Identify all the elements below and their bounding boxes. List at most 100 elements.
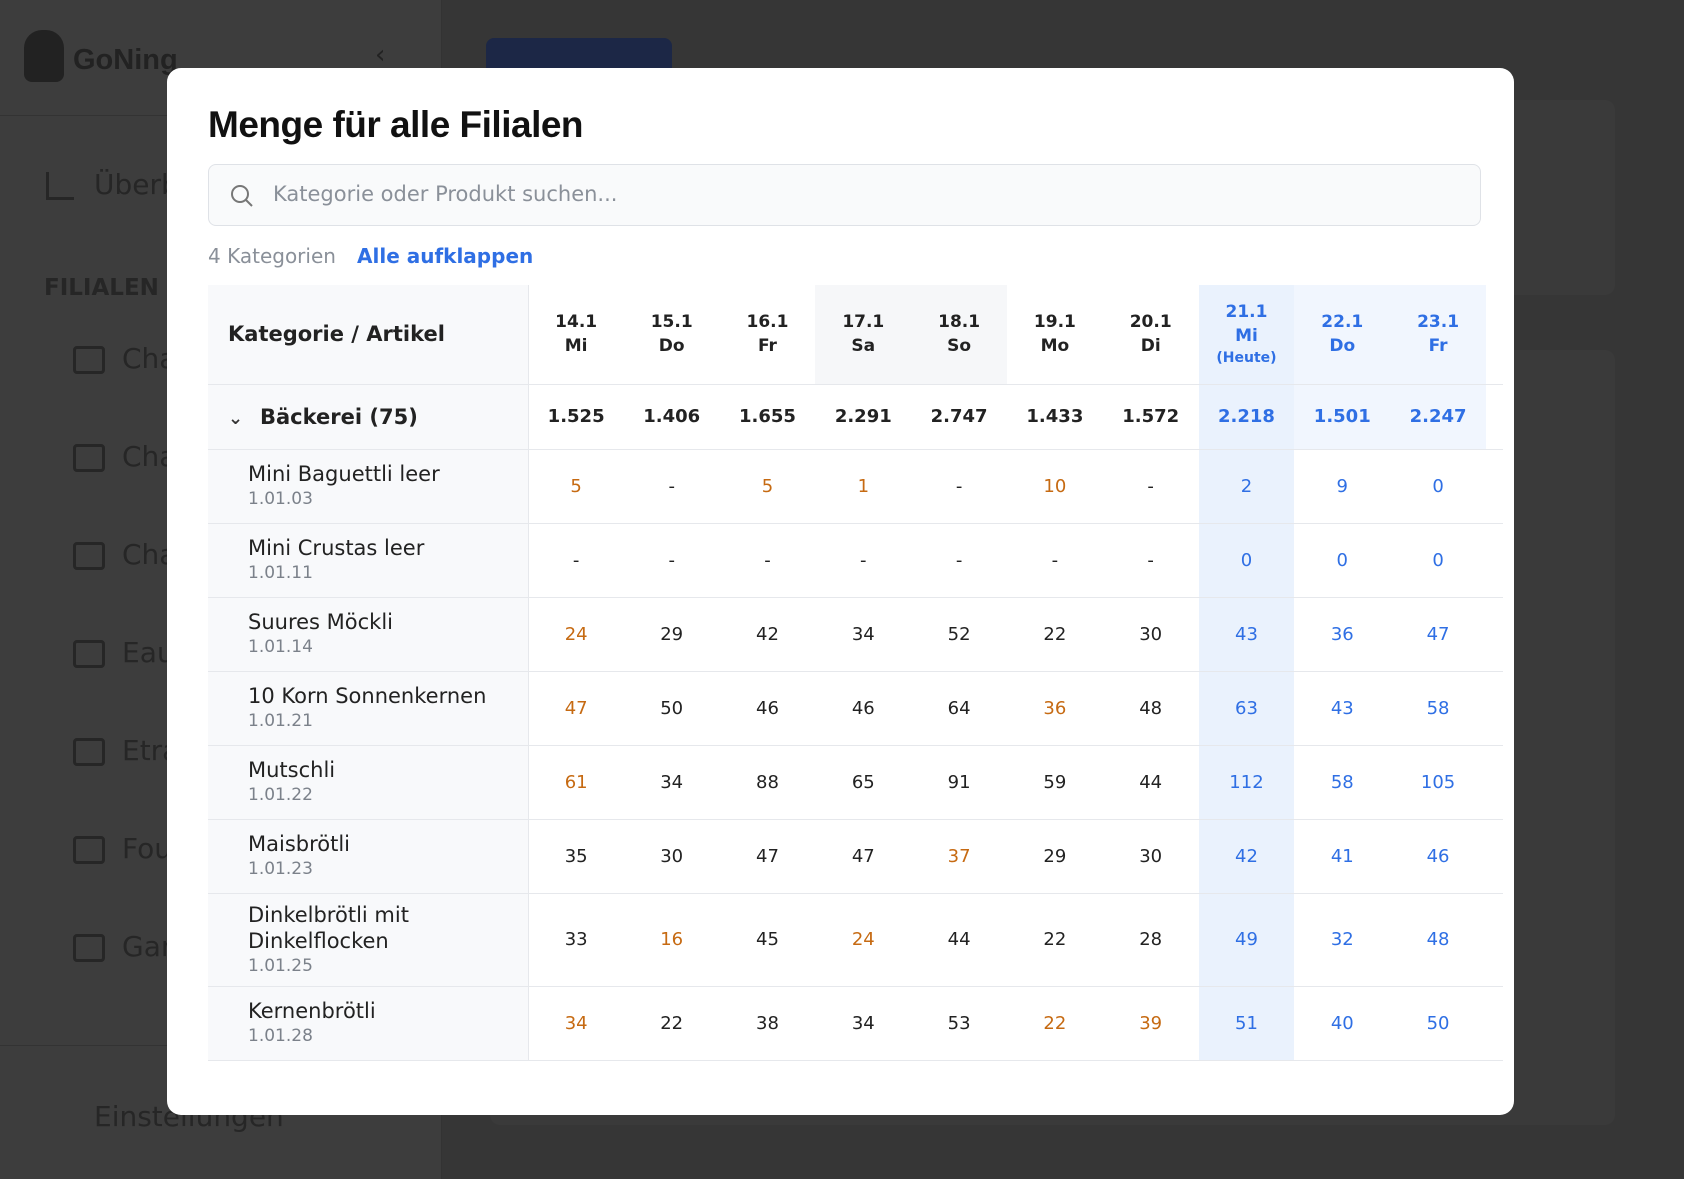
item-cell: Mini Baguettli leer 1.01.03 (208, 449, 529, 524)
item-name: Kernenbrötli (248, 999, 376, 1023)
date: 17.1 (842, 312, 885, 333)
date-header: 20.1 Di (1102, 285, 1199, 385)
filler (1485, 671, 1503, 746)
value-cell: 37 (911, 819, 1007, 894)
date: 21.1 (1225, 302, 1268, 323)
header-cell: Kategorie / Artikel (208, 285, 529, 385)
value-cell: 53 (911, 986, 1007, 1061)
day: Fr (1428, 336, 1448, 357)
value-cell: 34 (815, 986, 912, 1061)
date: 15.1 (650, 312, 693, 333)
expand-all-link[interactable]: Alle aufklappen (357, 244, 534, 268)
category-total: 1.655 (719, 384, 816, 450)
day: Mi (564, 336, 588, 357)
item-code: 1.01.21 (248, 711, 313, 731)
modal: Menge für alle Filialen Kategorie oder P… (167, 68, 1514, 1115)
date-header: 16.1 Fr (719, 285, 816, 385)
filler (1485, 523, 1503, 598)
header-row: Kategorie / Artikel 14.1 Mi 15.1 Do 16.1 Fr 17.… (208, 285, 1503, 385)
item-code: 1.01.28 (248, 1026, 313, 1046)
store-item[interactable]: Eau (122, 636, 175, 669)
item-name: Maisbrötli (248, 832, 351, 856)
value-cell: - (719, 523, 816, 598)
value-cell: 30 (623, 819, 720, 894)
item-name: Mutschli (248, 758, 336, 782)
item-name: Mini Crustas leer (248, 536, 425, 560)
value-cell: 24 (815, 893, 912, 987)
brand: GoNing (73, 44, 178, 76)
date-header: 23.1 Fr (1390, 285, 1486, 385)
value-cell: 5 (719, 449, 816, 524)
value-cell: 16 (623, 893, 720, 987)
store-icon (73, 836, 105, 864)
value-cell: 2 (1198, 449, 1295, 524)
category-total: 1.501 (1294, 384, 1391, 450)
value-cell: - (911, 523, 1007, 598)
value-cell: 58 (1294, 745, 1391, 820)
item-name: 10 Korn Sonnenkernen (248, 684, 487, 708)
filler (1485, 745, 1503, 820)
value-cell: 0 (1390, 449, 1486, 524)
value-cell: 30 (1102, 819, 1199, 894)
value-cell: 47 (719, 819, 816, 894)
item-cell: Kernenbrötli 1.01.28 (208, 986, 529, 1061)
value-cell: 48 (1390, 893, 1486, 987)
item-row: 10 Korn Sonnenkernen 1.01.21 47 50 46 46 64 36 4… (208, 671, 1503, 746)
value-cell: 61 (528, 745, 624, 820)
item-row: Kernenbrötli 1.01.28 34 22 38 34 53 22 39 51 40 50 (208, 986, 1503, 1061)
category-cell[interactable]: ⌄ Bäckerei (75) (208, 384, 529, 450)
value-cell: 10 (1006, 449, 1103, 524)
value-cell: 50 (623, 671, 720, 746)
value-cell: 64 (911, 671, 1007, 746)
value-cell: 59 (1006, 745, 1103, 820)
value-cell: 22 (1006, 597, 1103, 672)
value-cell: - (1006, 523, 1103, 598)
value-cell: 5 (528, 449, 624, 524)
category-total: 2.291 (815, 384, 912, 450)
store-icon (73, 346, 105, 374)
value-cell: 36 (1006, 671, 1103, 746)
value-cell: 34 (815, 597, 912, 672)
value-cell: 0 (1294, 523, 1391, 598)
nav-item[interactable]: Überb (94, 168, 179, 201)
value-cell: 105 (1390, 745, 1486, 820)
item-code: 1.01.14 (248, 637, 313, 657)
item-row: Mini Baguettli leer 1.01.03 5-5 1-10-2 9 0 (208, 449, 1503, 524)
date: 16.1 (746, 312, 789, 333)
value-cell: 47 (528, 671, 624, 746)
value-cell: 32 (1294, 893, 1391, 987)
value-cell: 22 (1006, 893, 1103, 987)
date-header: 14.1 Mi (528, 285, 624, 385)
value-cell: 47 (815, 819, 912, 894)
collapse-icon[interactable]: ‹ (375, 40, 386, 70)
value-cell: 91 (911, 745, 1007, 820)
value-cell: 52 (911, 597, 1007, 672)
category-name: Bäckerei (75) (260, 404, 418, 429)
store-icon (73, 542, 105, 570)
item-name: Dinkelbrötli mit Dinkelflocken (248, 902, 409, 953)
date-header: 18.1 So (911, 285, 1007, 385)
value-cell: 40 (1294, 986, 1391, 1061)
value-cell: 48 (1102, 671, 1199, 746)
value-cell: 63 (1198, 671, 1295, 746)
store-icon (73, 640, 105, 668)
value-cell: 36 (1294, 597, 1391, 672)
value-cell: - (815, 523, 912, 598)
item-cell: Dinkelbrötli mit Dinkelflocken 1.01.25 (208, 893, 529, 987)
day: Do (1329, 336, 1356, 357)
store-item[interactable]: Gar (122, 930, 173, 963)
category-total: 2.247 (1390, 384, 1486, 450)
chevron: ⌄ (228, 407, 244, 429)
search-input[interactable]: Kategorie oder Produkt suchen... (208, 164, 1481, 226)
category-total: 1.406 (623, 384, 720, 450)
store-item[interactable]: Fou (122, 832, 172, 865)
value-cell: 9 (1294, 449, 1391, 524)
filler (1485, 893, 1503, 987)
filler (1485, 986, 1503, 1061)
value-cell: 47 (1390, 597, 1486, 672)
item-code: 1.01.23 (248, 859, 313, 879)
search-placeholder: Kategorie oder Produkt suchen... (273, 182, 618, 206)
date: 14.1 (555, 312, 598, 333)
filler (1485, 819, 1503, 894)
item-name: Suures Möckli (248, 610, 394, 634)
